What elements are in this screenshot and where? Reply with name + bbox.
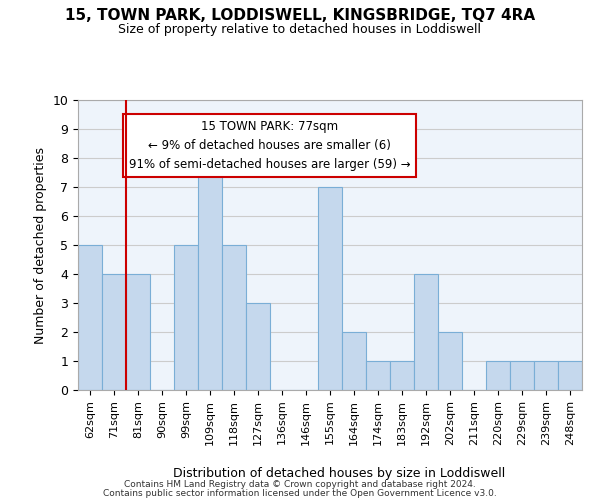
Text: Contains HM Land Registry data © Crown copyright and database right 2024.: Contains HM Land Registry data © Crown c… [124,480,476,489]
Bar [318,187,342,390]
Text: 15 TOWN PARK: 77sqm
← 9% of detached houses are smaller (6)
91% of semi-detached: 15 TOWN PARK: 77sqm ← 9% of detached hou… [129,120,410,172]
Bar [438,332,462,390]
Bar [246,303,270,390]
Bar [534,361,558,390]
Text: 15, TOWN PARK, LODDISWELL, KINGSBRIDGE, TQ7 4RA: 15, TOWN PARK, LODDISWELL, KINGSBRIDGE, … [65,8,535,22]
Text: Size of property relative to detached houses in Loddiswell: Size of property relative to detached ho… [119,22,482,36]
Bar [366,361,390,390]
Bar [222,245,246,390]
Bar [342,332,366,390]
Text: Contains public sector information licensed under the Open Government Licence v3: Contains public sector information licen… [103,488,497,498]
Bar [486,361,510,390]
Y-axis label: Number of detached properties: Number of detached properties [34,146,47,344]
Bar [102,274,126,390]
Bar [198,158,222,390]
Bar [510,361,534,390]
Bar [78,245,102,390]
Bar [414,274,438,390]
Bar [126,274,150,390]
Bar [558,361,582,390]
Text: Distribution of detached houses by size in Loddiswell: Distribution of detached houses by size … [173,467,505,480]
Bar [174,245,198,390]
Bar [390,361,414,390]
